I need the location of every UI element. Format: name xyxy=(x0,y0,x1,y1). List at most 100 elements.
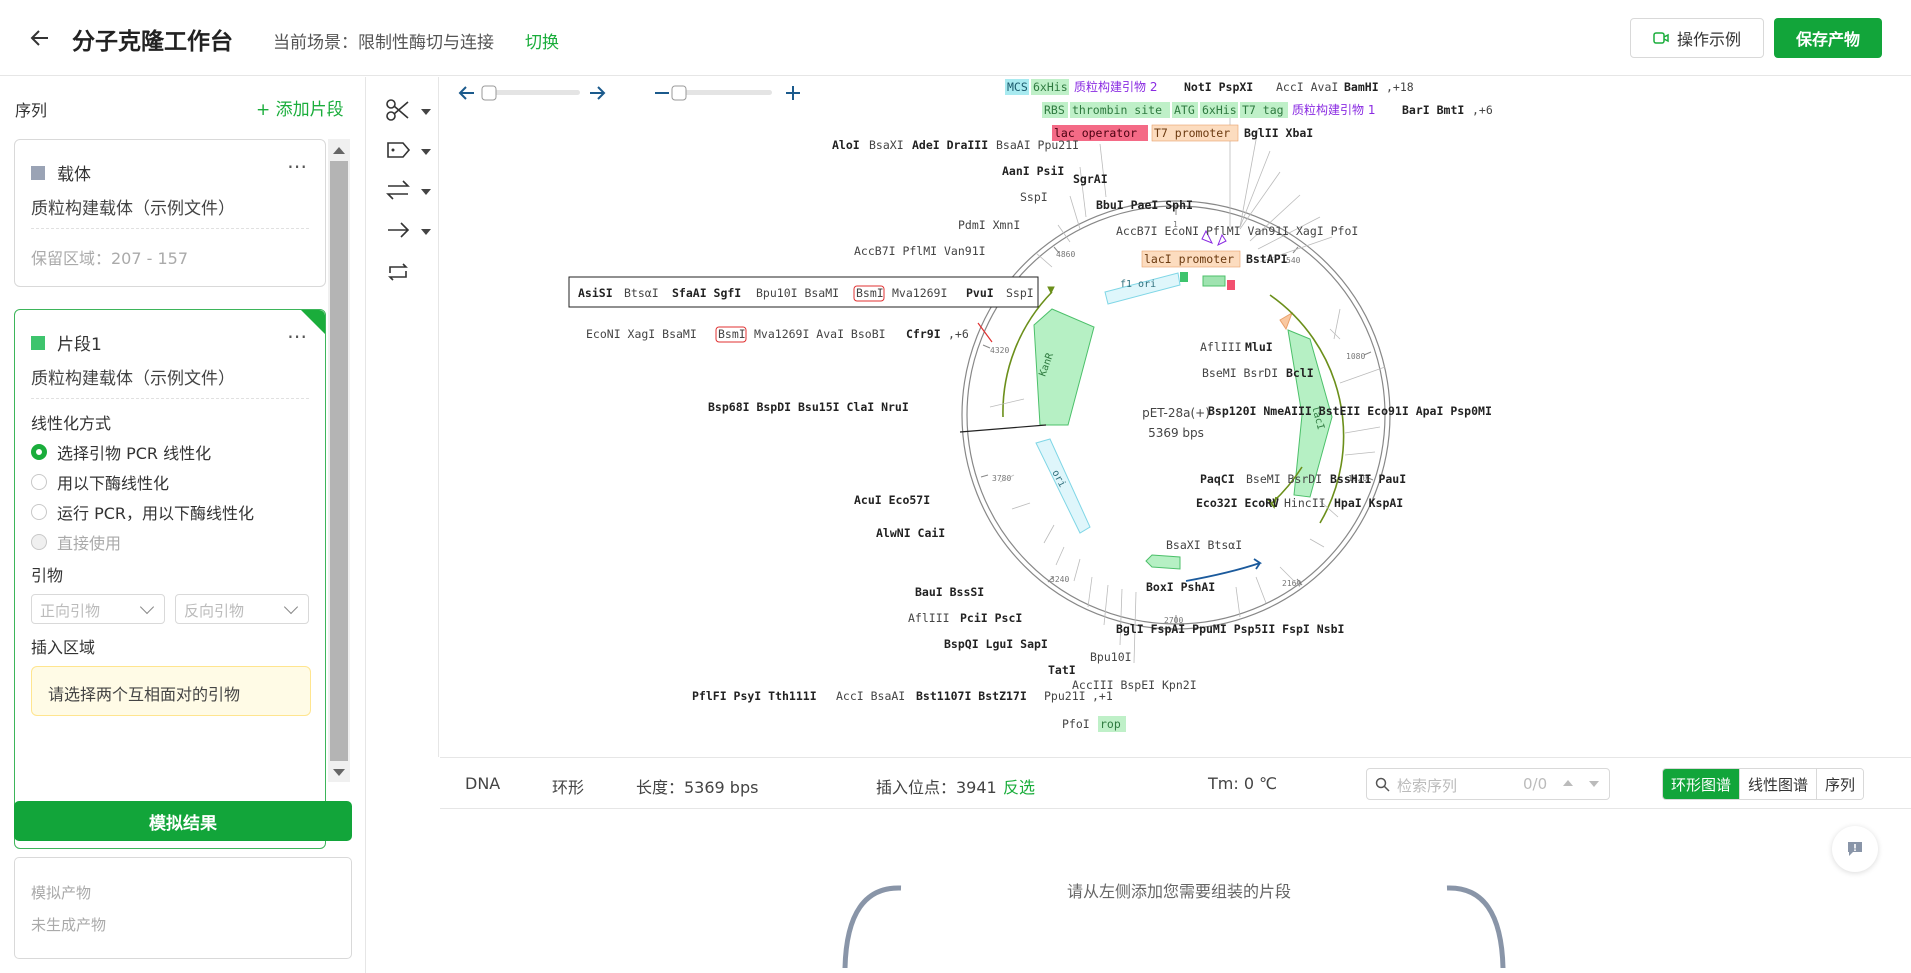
radio-pcr-enzyme[interactable]: 运行 PCR，用以下酶线性化 xyxy=(31,500,254,524)
scene-label: 当前场景：限制性酶切与连接 xyxy=(273,33,494,53)
backbone-outer-circle xyxy=(961,200,1391,630)
swap-icon[interactable] xyxy=(382,175,414,205)
more-icon[interactable]: ⋯ xyxy=(287,154,308,178)
f1-ori-feature[interactable] xyxy=(1104,272,1181,305)
enzyme-label: BstAPI xyxy=(1246,252,1288,266)
left-bracket-icon xyxy=(842,885,902,969)
scrollbar-thumb[interactable] xyxy=(330,161,348,761)
promoter-feature[interactable] xyxy=(1180,272,1188,282)
lac-operator-feature[interactable] xyxy=(1227,280,1235,290)
assembly-area: 请从左侧添加您需要组装的片段 xyxy=(367,810,1911,973)
enzyme-label: SspI xyxy=(1020,190,1048,204)
mcs-feature[interactable] xyxy=(1202,275,1226,287)
scissors-icon[interactable] xyxy=(382,95,414,125)
enzyme-label: AccB7I PflMI Van91I xyxy=(854,244,986,258)
forward-primer-select[interactable]: 正向引物 xyxy=(31,594,165,624)
rop-feature[interactable] xyxy=(1145,554,1181,570)
enzyme-label: AccIII BspEI Kpn2I xyxy=(1072,678,1197,692)
insert-site-line[interactable] xyxy=(959,424,1047,433)
enzyme-label: Bsp120I NmeAIII BstEII Eco91I ApaI Psp0M… xyxy=(1208,404,1492,418)
backbone-inner-circle xyxy=(966,205,1386,625)
rotate-slider[interactable] xyxy=(458,85,606,101)
enzyme-label: AflIII xyxy=(1200,340,1242,354)
enzyme-label: HpaI KspAI xyxy=(1334,496,1403,510)
reverse-primer-select[interactable]: 反向引物 xyxy=(175,594,309,624)
forward-primer-placeholder: 正向引物 xyxy=(40,602,101,620)
primer-markers[interactable] xyxy=(1201,229,1227,247)
kanr-feature[interactable] xyxy=(1033,308,1095,426)
enzyme-label: AloI xyxy=(832,138,860,152)
enzyme-label: BbuI PaeI SphI xyxy=(1096,198,1193,212)
enzyme-label: BclI xyxy=(1286,366,1314,380)
more-icon[interactable]: ⋯ xyxy=(287,324,308,348)
ori-feature[interactable] xyxy=(1035,438,1091,534)
laci-promoter-feature[interactable] xyxy=(1279,311,1293,331)
caret-down-icon[interactable] xyxy=(421,229,431,235)
laci-feature[interactable] xyxy=(1287,329,1333,498)
enzyme-label: Eco32I EcoRV xyxy=(1196,496,1279,510)
enzyme-label: AccB7I EcoNI PflMI Van91I XagI PfoI xyxy=(1116,224,1358,238)
tab-circular-map[interactable]: 环形图谱 xyxy=(1663,769,1741,799)
enzyme-label: Mva1269I AvaI BsoBI xyxy=(754,327,886,341)
enzyme-label: Cfr9I xyxy=(906,327,941,341)
chevron-down-icon xyxy=(139,599,155,615)
enzyme-label: PfoI xyxy=(1062,717,1090,731)
tab-linear-map[interactable]: 线性图谱 xyxy=(1740,769,1818,799)
plasmid-map[interactable]: 1 540 1080 1620 2160 2700 3240 3780 4320… xyxy=(440,77,1911,757)
vector-color-swatch xyxy=(31,166,45,180)
caret-down-icon[interactable] xyxy=(421,149,431,155)
radio-enzyme[interactable]: 用以下酶线性化 xyxy=(31,470,169,494)
zoom-slider[interactable] xyxy=(655,85,800,101)
fragment-card[interactable]: 片段1 ⋯ 质粒构建载体（示例文件） 线性化方式 选择引物 PCR 线性化 用以… xyxy=(14,309,326,849)
loop-icon[interactable] xyxy=(382,257,414,287)
arrow-right-icon[interactable] xyxy=(382,215,414,245)
direction-arrow xyxy=(1267,466,1303,509)
sequence-length: 长度：5369 bps xyxy=(636,778,759,797)
enzyme-label: BamHI xyxy=(1344,80,1379,94)
scene-switch-link[interactable]: 切换 xyxy=(525,33,559,53)
feature-label-rbs: RBS xyxy=(1044,103,1065,117)
feedback-button[interactable] xyxy=(1832,826,1878,872)
enzyme-label: BglI FspAI PpuMI Psp5II FspI NsbI xyxy=(1116,622,1344,636)
tab-sequence[interactable]: 序列 xyxy=(1817,769,1864,799)
enzyme-label: ,+6 xyxy=(948,327,969,341)
search-placeholder: 检索序列 xyxy=(1397,777,1458,795)
caret-down-icon[interactable] xyxy=(421,109,431,115)
caret-down-icon[interactable] xyxy=(421,189,431,195)
tag-icon[interactable] xyxy=(382,135,414,165)
sequence-search[interactable]: 检索序列 0/0 xyxy=(1366,768,1610,800)
save-product-button[interactable]: 保存产物 xyxy=(1774,18,1882,58)
radio-icon xyxy=(31,474,47,490)
back-arrow-icon[interactable] xyxy=(28,26,52,50)
search-prev-icon[interactable] xyxy=(1563,780,1573,786)
radio-disabled-icon xyxy=(31,534,47,550)
enzyme-label: Bpu10I BsaMI xyxy=(756,286,839,300)
vector-card[interactable]: 载体 ⋯ 质粒构建载体（示例文件） 保留区域：207 - 157 xyxy=(14,139,326,287)
feature-label-mcs: MCS xyxy=(1007,80,1028,94)
example-button[interactable]: 操作示例 xyxy=(1630,18,1764,58)
search-count: 0/0 xyxy=(1523,775,1548,793)
primer-label-1: 质粒构建引物 1 xyxy=(1292,102,1375,117)
enzyme-label: Bpu10I xyxy=(1090,650,1132,664)
enzyme-label-bsmi: BsmI xyxy=(856,286,884,300)
search-icon xyxy=(1375,777,1390,792)
map-labels-right[interactable]: MCS 6xHis 质粒构建引物 2 NotI PspXI AccI AvaI … xyxy=(1005,79,1493,692)
scroll-down-icon[interactable] xyxy=(333,769,345,776)
enzyme-label: BarI BmtI xyxy=(1402,103,1464,117)
divider xyxy=(31,398,309,399)
simulate-button[interactable]: 模拟结果 xyxy=(14,801,352,841)
tick-label: 1620 xyxy=(1348,474,1367,483)
topology: 环形 xyxy=(552,778,585,797)
selected-enzyme-box[interactable] xyxy=(568,276,1039,308)
enzyme-label: BspQI LguI SapI xyxy=(944,637,1048,651)
enzyme-label: AlwNI CaiI xyxy=(876,526,945,540)
right-bracket-icon xyxy=(1446,885,1506,969)
radio-pcr-primer[interactable]: 选择引物 PCR 线性化 xyxy=(31,440,211,464)
add-fragment-button[interactable]: + 添加片段 xyxy=(256,100,344,120)
scroll-up-icon[interactable] xyxy=(333,147,345,154)
invert-selection-link[interactable]: 反选 xyxy=(1003,778,1036,797)
page-title: 分子克隆工作台 xyxy=(72,29,233,55)
result-status: 未生成产物 xyxy=(31,916,107,934)
search-next-icon[interactable] xyxy=(1589,781,1599,787)
map-labels-left[interactable]: AloI BsaXI AdeI DraIII BsaAI Ppu21I AanI… xyxy=(568,138,1126,732)
